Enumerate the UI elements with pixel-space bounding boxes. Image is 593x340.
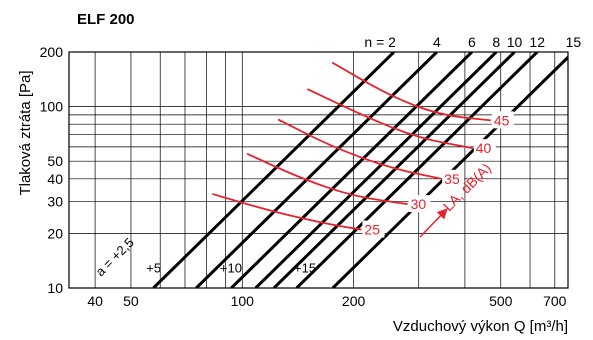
n-label-12: 12 [529,34,545,50]
chart-title: ELF 200 [77,11,135,28]
noise-axis-label: LA, dB(A) [440,160,494,214]
noise-curve-40 [306,88,473,150]
n-line-10 [272,52,516,288]
y-tick-label: 40 [47,171,63,187]
noise-curve-25 [212,193,362,231]
noise-arrow [419,208,448,238]
n-line-12 [295,52,539,288]
y-tick-label: 20 [47,225,63,241]
noise-label-45: 45 [494,112,510,128]
n-label-15: 15 [566,34,582,50]
y-axis-title: Tlaková ztráta [Pa] [17,70,34,195]
a-label: +5 [146,260,161,275]
x-tick-label: 500 [489,293,513,309]
n-series-labels: n = 2 4 6 8 10 12 15 [364,34,581,50]
x-tick-label: 40 [87,293,103,309]
x-tick-label: 50 [123,293,139,309]
n-label-4: 4 [433,34,441,50]
a-label: +15 [294,260,316,275]
noise-label-30: 30 [411,196,427,212]
noise-label-bg [473,139,496,157]
n-label-6: 6 [468,34,476,50]
x-tick-label: 700 [543,293,567,309]
noise-label-35: 35 [444,171,460,187]
noise-label-40: 40 [476,140,492,156]
n-line-8 [254,52,498,288]
grid-lines [69,52,568,288]
n-series-lines [152,52,568,288]
y-tick-label: 10 [47,280,63,296]
n-label-10: 10 [507,34,523,50]
noise-label-bg [408,195,431,213]
x-tick-label: 100 [231,293,255,309]
y-tick-label: 50 [47,153,63,169]
noise-curve-35 [277,118,442,180]
noise-label-bg [491,111,514,129]
noise-curves [212,61,491,231]
x-tick-labels: 40 50 100 200 500 700 [87,293,566,309]
plot-frame [68,51,569,289]
n-line-2 [152,52,396,288]
noise-label-bg [362,220,385,238]
noise-curve-45 [331,61,491,122]
n-line-4 [195,52,438,288]
noise-curve-30 [246,152,408,206]
x-axis-title: Vzduchový výkon Q [m³/h] [393,318,568,335]
y-tick-label: 30 [47,193,63,209]
y-tick-label: 100 [40,99,64,115]
n-label-2: n = 2 [364,34,396,50]
a-label: +10 [220,260,242,275]
x-tick-label: 200 [342,293,366,309]
noise-label-bg [442,169,465,187]
a-labels: a = +2,5 +5 +10 +15 [93,235,317,279]
a-label: a = +2,5 [93,235,137,279]
y-tick-label: 200 [40,44,64,60]
n-label-8: 8 [492,34,500,50]
y-tick-labels: 10 20 30 40 50 100 200 [40,44,64,296]
n-line-6 [230,52,473,288]
noise-label-25: 25 [364,222,380,238]
